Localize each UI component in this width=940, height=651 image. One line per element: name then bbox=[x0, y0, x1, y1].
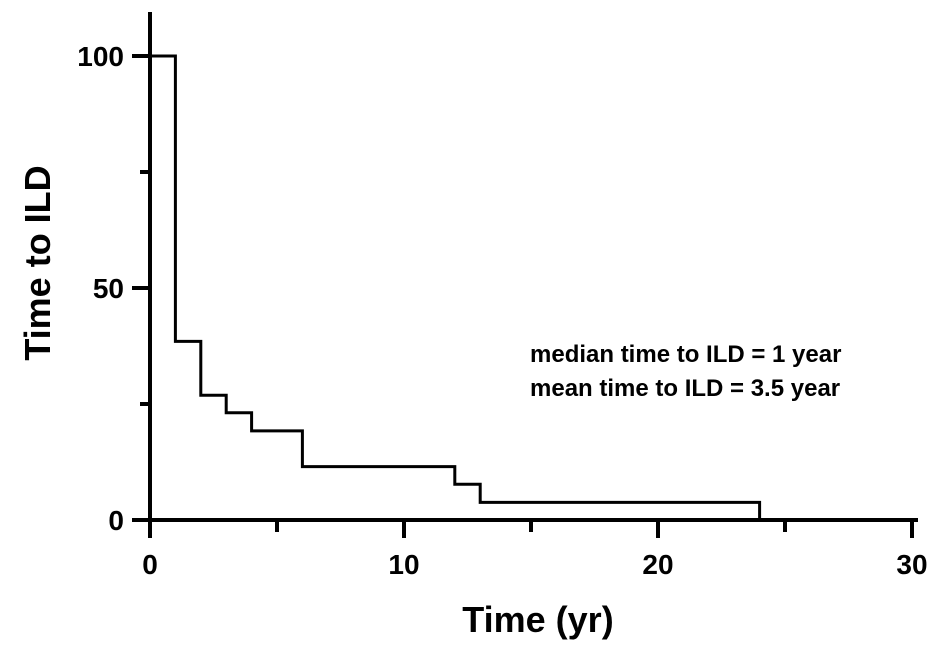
x-tick-label-10: 10 bbox=[388, 549, 419, 580]
marks-layer bbox=[150, 54, 762, 520]
labels-layer: Time (yr) Time to ILD median time to ILD… bbox=[17, 165, 841, 640]
y-tick-label-50: 50 bbox=[93, 273, 124, 304]
series-line-0 bbox=[150, 54, 762, 520]
annotation-median: median time to ILD = 1 year bbox=[530, 341, 841, 368]
x-tick-label-0: 0 bbox=[142, 549, 158, 580]
y-axis-title: Time to ILD bbox=[17, 165, 58, 360]
y-tick-label-100: 100 bbox=[77, 41, 124, 72]
x-tick-label-20: 20 bbox=[642, 549, 673, 580]
ticks-layer: 0 10 20 30 0 50 100 bbox=[77, 41, 927, 580]
x-tick-label-30: 30 bbox=[896, 549, 927, 580]
annotation-mean: mean time to ILD = 3.5 year bbox=[530, 375, 840, 402]
axes-layer bbox=[148, 12, 918, 522]
x-axis-title: Time (yr) bbox=[462, 599, 613, 640]
y-tick-label-0: 0 bbox=[108, 505, 124, 536]
